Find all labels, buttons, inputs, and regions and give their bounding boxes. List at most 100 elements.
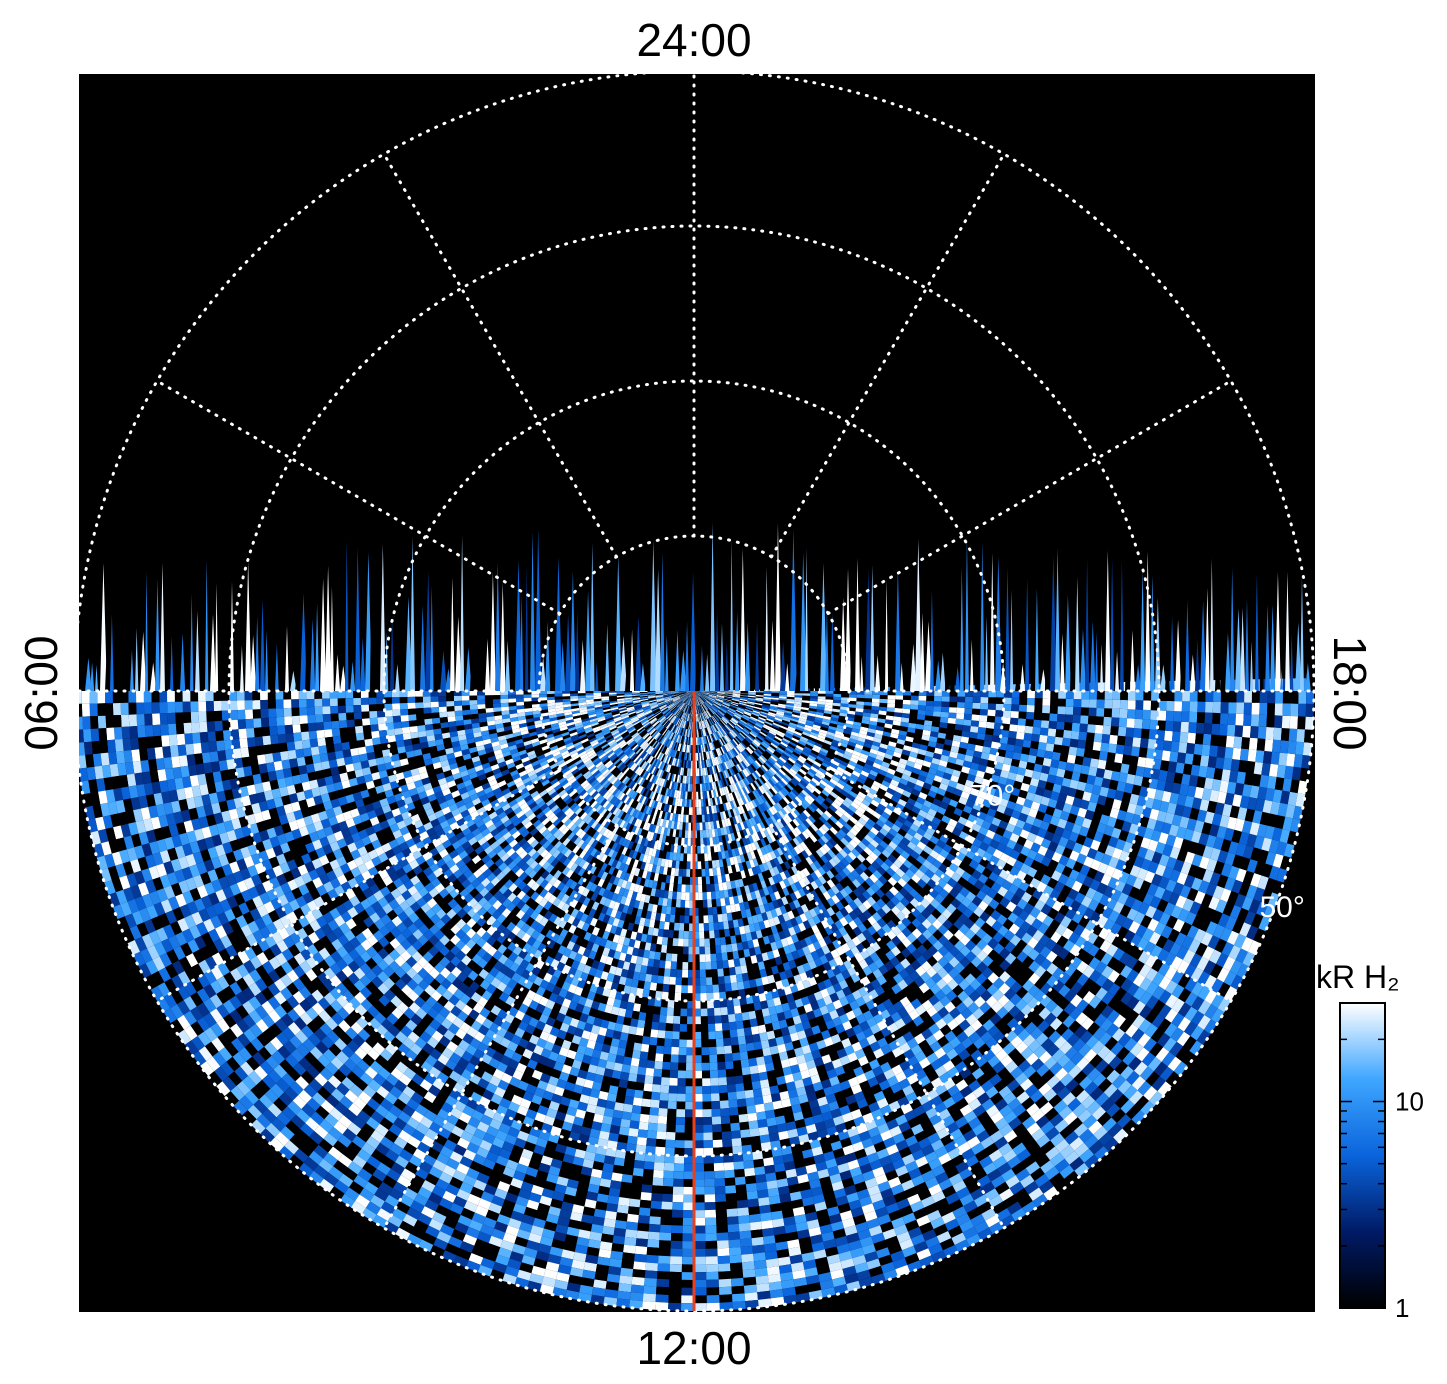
emission-pixel xyxy=(667,703,675,708)
emission-pixel xyxy=(756,691,764,693)
emission-pixel xyxy=(676,727,681,735)
emission-pixel xyxy=(684,697,690,704)
emission-pixel xyxy=(716,695,725,699)
emission-pixel xyxy=(689,698,692,706)
emission-pixel xyxy=(686,807,690,815)
emission-pixel xyxy=(650,718,657,724)
emission-pixel xyxy=(668,714,675,721)
emission-pixel xyxy=(681,876,687,885)
emission-pixel xyxy=(699,938,705,947)
emission-pixel xyxy=(694,691,701,696)
emission-pixel xyxy=(694,691,702,695)
emission-pixel xyxy=(686,697,691,705)
emission-pixel xyxy=(672,707,679,714)
emission-pixel xyxy=(683,720,687,729)
emission-pixel xyxy=(699,696,706,702)
emission-pixel xyxy=(702,892,708,901)
emission-pixel xyxy=(680,694,688,699)
emission-pixel xyxy=(697,713,700,722)
emission-pixel xyxy=(691,721,693,730)
emission-pixel xyxy=(704,719,709,728)
emission-pixel xyxy=(691,706,693,715)
emission-pixel xyxy=(670,692,679,694)
emission-pixel xyxy=(681,830,686,838)
emission-pixel xyxy=(708,696,716,700)
emission-pixel xyxy=(715,712,722,719)
emission-pixel xyxy=(677,701,683,708)
emission-pixel xyxy=(663,691,671,692)
emission-pixel xyxy=(733,714,741,720)
emission-pixel xyxy=(500,694,509,700)
emission-pixel xyxy=(688,729,690,738)
emission-pixel xyxy=(706,699,714,705)
emission-pixel xyxy=(632,694,640,697)
emission-pixel xyxy=(734,712,743,718)
emission-pixel xyxy=(710,706,717,713)
emission-pixel xyxy=(710,891,716,900)
emission-pixel xyxy=(671,694,679,697)
emission-pixel xyxy=(663,720,670,727)
emission-pixel xyxy=(713,703,721,708)
emission-pixel xyxy=(689,706,692,714)
emission-pixel xyxy=(705,876,711,885)
emission-pixel xyxy=(704,711,709,719)
emission-pixel xyxy=(651,706,659,711)
emission-pixel xyxy=(725,713,733,719)
emission-pixel xyxy=(707,699,714,704)
emission-pixel xyxy=(682,720,685,729)
emission-pixel xyxy=(687,691,694,695)
emission-pixel xyxy=(645,711,653,717)
emission-pixel xyxy=(686,691,694,694)
emission-pixel xyxy=(686,691,694,694)
emission-pixel xyxy=(722,703,730,707)
emission-pixel xyxy=(794,691,803,694)
emission-pixel xyxy=(708,718,713,726)
emission-pixel xyxy=(681,728,685,736)
emission-pixel xyxy=(717,721,723,728)
emission-pixel xyxy=(717,691,725,692)
emission-pixel xyxy=(724,714,731,720)
emission-pixel xyxy=(706,700,713,706)
emission-pixel xyxy=(894,707,903,713)
emission-pixel xyxy=(730,703,738,708)
emission-pixel xyxy=(656,697,664,700)
emission-pixel xyxy=(887,695,896,700)
emission-pixel xyxy=(687,691,694,696)
emission-pixel xyxy=(802,691,811,694)
emission-pixel xyxy=(641,702,650,706)
emission-pixel xyxy=(713,703,720,709)
emission-pixel xyxy=(682,696,689,702)
emission-pixel xyxy=(685,697,690,705)
emission-pixel xyxy=(872,694,880,699)
emission-pixel xyxy=(698,697,704,704)
emission-pixel xyxy=(709,691,718,692)
emission-pixel xyxy=(728,707,737,712)
emission-pixel xyxy=(696,698,700,706)
emission-pixel xyxy=(649,702,658,706)
emission-pixel xyxy=(662,929,669,938)
emission-pixel xyxy=(714,723,719,731)
emission-pixel xyxy=(682,696,689,702)
emission-pixel xyxy=(909,709,918,715)
emission-pixel xyxy=(671,716,677,723)
emission-pixel xyxy=(696,706,698,714)
emission-pixel xyxy=(925,705,934,712)
emission-pixel xyxy=(695,706,698,715)
emission-pixel xyxy=(871,702,880,707)
emission-pixel xyxy=(724,693,733,696)
emission-pixel xyxy=(670,691,679,692)
emission-pixel xyxy=(684,705,688,713)
emission-pixel xyxy=(640,699,649,703)
emission-pixel xyxy=(663,710,671,716)
emission-pixel xyxy=(678,692,687,694)
emission-pixel xyxy=(708,717,714,725)
emission-pixel xyxy=(710,706,717,713)
emission-pixel xyxy=(902,708,911,714)
emission-pixel xyxy=(694,691,699,698)
emission-pixel xyxy=(667,890,673,900)
emission-pixel xyxy=(697,706,700,714)
emission-pixel xyxy=(709,938,716,947)
emission-pixel xyxy=(694,691,701,696)
emission-pixel xyxy=(689,698,693,706)
emission-pixel xyxy=(703,736,707,745)
